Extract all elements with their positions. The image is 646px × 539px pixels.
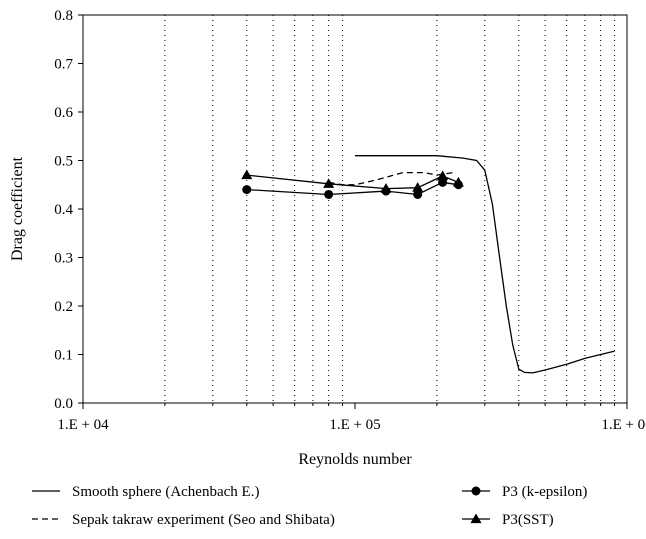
data-point-triangle <box>323 178 335 188</box>
y-tick-label: 0.4 <box>54 202 73 218</box>
legend-item: Smooth sphere (Achenbach E.) <box>32 484 259 500</box>
y-tick-label: 0.2 <box>54 299 73 315</box>
y-tick-label: 0.0 <box>54 396 73 412</box>
series-line <box>328 171 454 186</box>
data-point-circle <box>413 189 423 199</box>
series-line <box>246 174 459 190</box>
series-4 <box>241 169 464 193</box>
y-tick-label: 0.1 <box>54 348 73 364</box>
x-axis-title: Reynolds number <box>298 451 412 468</box>
legend-label: Smooth sphere (Achenbach E.) <box>72 484 259 500</box>
legend-label: P3(SST) <box>502 512 554 528</box>
series-1 <box>355 155 615 374</box>
legend-item: P3(SST) <box>462 512 554 528</box>
data-point-triangle <box>241 169 253 180</box>
x-tick-label: 1.E + 04 <box>57 417 109 433</box>
series-3 <box>242 177 463 199</box>
grid-lines <box>164 15 616 403</box>
data-point-circle <box>242 185 252 195</box>
y-tick-label: 0.5 <box>54 154 73 170</box>
series-layer <box>241 155 615 374</box>
legend: Smooth sphere (Achenbach E.) Sepak takraw… <box>32 484 587 528</box>
data-point-triangle <box>380 183 392 193</box>
legend-item: Sepak takraw experiment (Seo and Shibata… <box>32 512 335 528</box>
legend-label: Sepak takraw experiment (Seo and Shibata… <box>72 512 335 528</box>
legend-marker-triangle <box>470 513 482 524</box>
data-point-triangle <box>412 182 424 192</box>
legend-item: P3 (k-epsilon) <box>462 484 587 500</box>
y-tick-label: 0.7 <box>54 57 73 73</box>
y-axis: 0.0 0.1 0.2 0.3 0.4 0.5 0.6 0.7 0.8 <box>54 8 83 412</box>
series-2 <box>328 171 454 186</box>
y-tick-label: 0.8 <box>54 8 73 24</box>
y-tick-label: 0.6 <box>54 105 73 121</box>
y-tick-label: 0.3 <box>54 251 73 267</box>
series-line <box>355 155 615 374</box>
data-point-triangle <box>437 170 449 181</box>
data-point-circle <box>324 189 334 199</box>
x-tick-label: 1.E + 06 <box>601 417 646 433</box>
x-tick-label: 1.E + 05 <box>329 417 380 433</box>
legend-label: P3 (k-epsilon) <box>502 484 587 500</box>
x-axis: 1.E + 04 1.E + 05 1.E + 06 <box>57 403 646 433</box>
data-point-triangle <box>452 176 464 187</box>
y-axis-title: Drag coefficient <box>9 156 26 261</box>
plot-frame <box>82 14 628 404</box>
legend-marker-circle <box>471 486 481 496</box>
